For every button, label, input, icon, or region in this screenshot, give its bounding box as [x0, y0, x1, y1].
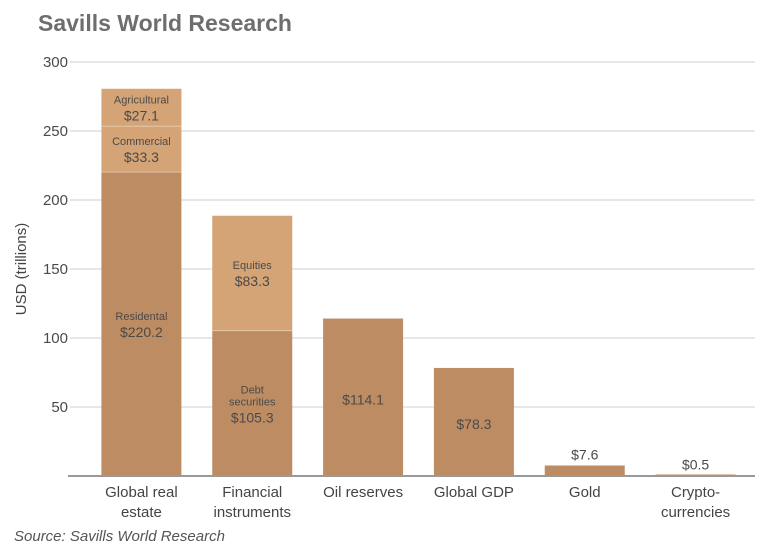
data-label: $7.6 [571, 447, 598, 463]
x-category-label: Financial [222, 484, 282, 501]
segment-name: Agricultural [114, 94, 169, 106]
segment-name: Residental [115, 311, 167, 323]
segment-name: Commercial [112, 136, 171, 148]
y-tick-label: 150 [43, 261, 68, 278]
data-label: $114.1 [342, 391, 384, 407]
x-category-label: estate [121, 504, 162, 521]
y-tick-label: 300 [43, 54, 68, 71]
data-label: $78.3 [456, 416, 491, 432]
segment-name: securities [229, 396, 276, 408]
bar-segment [323, 318, 404, 476]
x-category-label: Oil reserves [323, 484, 403, 501]
y-tick-label: 50 [51, 399, 68, 416]
data-label: $220.2 [120, 324, 163, 340]
bar-segment [101, 126, 182, 173]
chart-title: Savills World Research [38, 10, 292, 36]
bar-segment [101, 172, 182, 476]
y-axis-label: USD (trillions) [13, 223, 30, 316]
source-note: Source: Savills World Research [14, 528, 225, 545]
data-label: $27.1 [124, 107, 159, 123]
y-tick-label: 200 [43, 192, 68, 209]
bar-segment [212, 215, 293, 331]
segment-name: Equities [233, 260, 273, 272]
bar-segment [544, 465, 625, 476]
y-tick-label: 100 [43, 330, 68, 347]
y-tick-label: 250 [43, 123, 68, 140]
segment-name: Debt [241, 384, 264, 396]
data-label: $83.3 [235, 273, 270, 289]
x-category-label: Gold [569, 484, 601, 501]
x-category-label: Crypto- [671, 484, 720, 501]
x-category-label: currencies [661, 504, 730, 521]
data-label: $0.5 [682, 456, 709, 472]
bar-segment [101, 88, 182, 127]
x-category-label: instruments [213, 504, 291, 521]
x-category-label: Global GDP [434, 484, 514, 501]
bar-segment [433, 367, 514, 476]
x-category-label: Global real [105, 484, 178, 501]
data-label: $105.3 [231, 409, 274, 425]
bar-segment [212, 330, 293, 476]
data-label: $33.3 [124, 149, 159, 165]
